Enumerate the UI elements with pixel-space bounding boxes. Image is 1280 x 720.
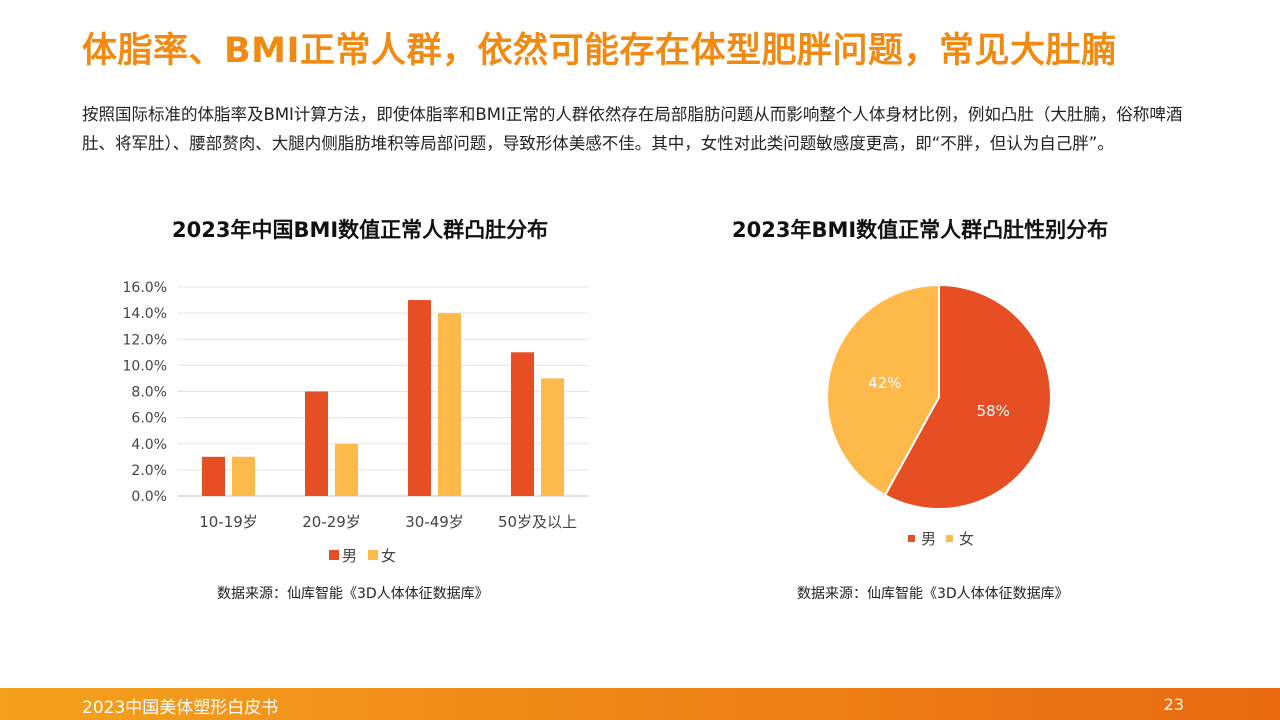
y-tick-label: 4.0% — [131, 437, 167, 453]
x-tick-label: 50岁及以上 — [498, 513, 577, 531]
y-tick-label: 0.0% — [131, 489, 167, 505]
y-tick-label: 2.0% — [131, 463, 167, 479]
footer-bar: 2023中国美体塑形白皮书 23 — [0, 688, 1280, 720]
legend-label: 女 — [381, 547, 396, 565]
legend-label: 男 — [921, 530, 936, 548]
legend-swatch — [946, 535, 953, 542]
intro-paragraph: 按照国际标准的体脂率及BMI计算方法，即使体脂率和BMI正常的人群依然存在局部脂… — [82, 105, 1183, 153]
x-tick-label: 20-29岁 — [302, 513, 361, 531]
y-tick-label: 6.0% — [131, 411, 167, 427]
legend-label: 男 — [342, 547, 357, 565]
bar-male — [408, 300, 431, 496]
legend-swatch — [908, 535, 915, 542]
bar-female — [438, 313, 461, 496]
pie-slice-male — [883, 283, 1052, 510]
pie-slice-female — [826, 283, 940, 497]
y-tick-label: 10.0% — [123, 358, 167, 374]
legend-label: 女 — [959, 530, 974, 548]
bar-male — [202, 456, 225, 496]
x-tick-label: 30-49岁 — [405, 513, 464, 531]
footer-report-title: 2023中国美体塑形白皮书 — [82, 698, 279, 718]
bar-male — [511, 352, 534, 496]
page-number: 23 — [1163, 695, 1184, 714]
bar-female — [541, 378, 564, 496]
y-tick-label: 16.0% — [123, 280, 167, 296]
y-tick-label: 12.0% — [123, 332, 167, 348]
legend-swatch — [368, 550, 378, 560]
bar-chart-source: 数据来源：仙库智能《3D人体体征数据库》 — [217, 586, 489, 602]
y-tick-label: 14.0% — [123, 306, 167, 322]
legend-swatch — [329, 550, 339, 560]
bar-male — [305, 391, 328, 496]
bar-female — [335, 443, 358, 496]
x-tick-label: 10-19岁 — [199, 513, 258, 531]
bar-female — [232, 456, 255, 496]
page-title: 体脂率、BMI正常人群，依然可能存在体型肥胖问题，常见大肚腩 — [82, 31, 1117, 71]
pie-chart-source: 数据来源：仙库智能《3D人体体征数据库》 — [797, 586, 1069, 602]
y-tick-label: 8.0% — [131, 385, 167, 401]
pie-data-label: 58% — [977, 402, 1010, 420]
pie-chart-title: 2023年BMI数值正常人群凸肚性别分布 — [732, 218, 1109, 242]
bar-chart-title: 2023年中国BMI数值正常人群凸肚分布 — [172, 218, 549, 242]
pie-data-label: 42% — [868, 374, 901, 392]
